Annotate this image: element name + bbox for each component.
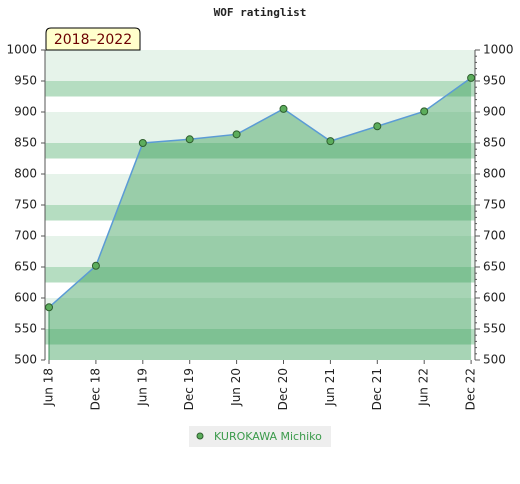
x-tick-label: Jun 20	[229, 368, 243, 407]
background-stripe	[45, 96, 475, 113]
y2-tick-label: 900	[483, 105, 506, 119]
x-tick-label: Jun 21	[323, 368, 337, 407]
point	[138, 139, 147, 147]
background-stripe	[45, 251, 475, 268]
point	[373, 122, 382, 131]
x-tick-label: Jun 19	[135, 368, 149, 407]
line	[48, 77, 472, 308]
point	[45, 303, 53, 312]
y2-tick-label: 1000	[483, 43, 514, 57]
y-tick-label: 900	[14, 105, 37, 119]
point	[185, 135, 194, 144]
point	[232, 130, 241, 139]
y-tick-label: 650	[14, 260, 37, 274]
point	[91, 261, 100, 270]
background-stripe	[45, 282, 475, 299]
y-tick-label: 700	[14, 229, 37, 243]
y2-tick-label: 750	[483, 198, 506, 212]
point	[326, 137, 335, 146]
y2-tick-label: 550	[483, 322, 506, 336]
x-tick-label: Dec 18	[88, 368, 102, 410]
x-tick-label: Jun 22	[417, 368, 431, 407]
background-stripe	[45, 112, 475, 128]
y-tick-label: 600	[14, 291, 37, 305]
y2-tick-label: 650	[483, 260, 506, 274]
plot-background	[45, 50, 475, 361]
y-tick-label: 850	[14, 136, 37, 150]
background-stripe	[45, 205, 475, 221]
background-stripe	[45, 50, 475, 66]
legend-label: KUROKAWA Michiko	[214, 430, 322, 443]
x-tick-label: Dec 22	[464, 368, 478, 410]
background-stripe	[45, 143, 475, 159]
x-tick-label: Dec 21	[370, 368, 384, 410]
y2-tick-label: 500	[483, 353, 506, 367]
background-stripe	[45, 81, 475, 97]
y-tick-label: 550	[14, 322, 37, 336]
background-stripe	[45, 329, 475, 345]
background-stripe	[45, 158, 475, 175]
y2-tick-label: 700	[483, 229, 506, 243]
y2-tick-label: 950	[483, 74, 506, 88]
background-stripe	[45, 65, 475, 82]
background-stripe	[45, 189, 475, 206]
background-stripe	[45, 220, 475, 237]
background-stripe	[45, 236, 475, 252]
background-stripe	[45, 298, 475, 314]
y-tick-label: 950	[14, 74, 37, 88]
background-stripe	[45, 344, 475, 361]
background-stripe	[45, 127, 475, 144]
point	[279, 104, 288, 113]
annotation: 2018–2022	[54, 32, 132, 48]
y2-tick-label: 800	[483, 167, 506, 181]
point	[420, 107, 429, 116]
legend-box	[189, 426, 331, 447]
y2-tick-label: 850	[483, 136, 506, 150]
background-stripe	[45, 313, 475, 330]
x-tick-label: Dec 19	[182, 368, 196, 410]
background-stripe	[45, 174, 475, 190]
annotation-box	[45, 27, 141, 51]
legend-marker	[196, 432, 204, 440]
y-tick-label: 1000	[6, 43, 37, 57]
y-tick-label: 750	[14, 198, 37, 212]
area	[49, 77, 472, 361]
x-tick-label: Jun 18	[42, 368, 56, 407]
y2-tick-label: 600	[483, 291, 506, 305]
point	[467, 73, 476, 82]
chart-title: WOF ratinglist	[214, 6, 307, 19]
y-tick-label: 500	[14, 353, 37, 367]
background-stripe	[45, 267, 475, 283]
y-tick-label: 800	[14, 167, 37, 181]
x-tick-label: Dec 20	[276, 368, 290, 410]
